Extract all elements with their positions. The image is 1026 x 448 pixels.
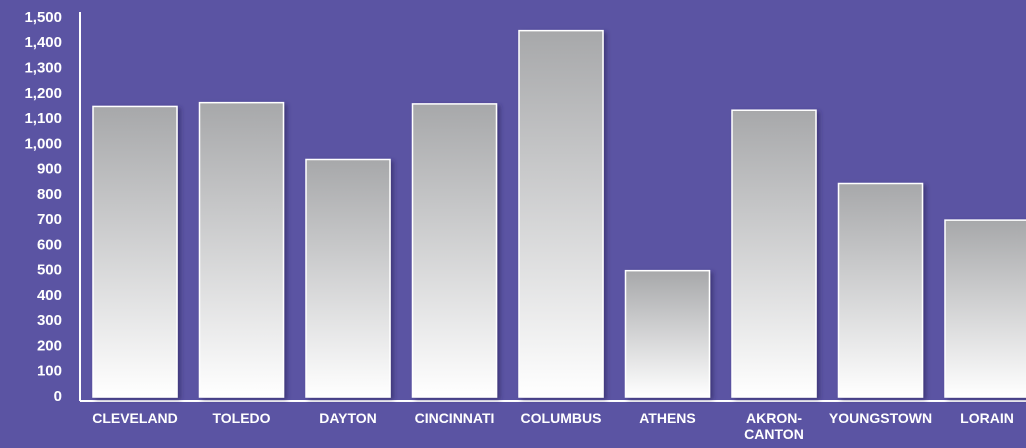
x-tick-label: CINCINNATI: [414, 410, 495, 426]
y-tick-label: 500: [37, 262, 62, 279]
y-tick-label: 900: [37, 161, 62, 178]
bar: [518, 29, 604, 398]
x-tick-label: YOUNGSTOWN: [828, 410, 933, 426]
bar: [944, 219, 1026, 398]
x-tick-label: DAYTON: [319, 410, 377, 426]
bar: [624, 269, 711, 398]
y-tick-label: 1,200: [24, 85, 62, 102]
y-tick-label: 1,100: [24, 110, 62, 127]
y-tick-label: 400: [37, 287, 62, 304]
y-tick-label: 1,400: [24, 34, 62, 51]
x-tick-label: ATHENS: [639, 410, 696, 426]
x-tick-label: LORAIN: [960, 410, 1014, 426]
y-tick-label: 300: [37, 312, 62, 329]
y-tick-label: 200: [37, 337, 62, 354]
y-tick-label: 1,300: [24, 60, 62, 77]
bar: [837, 182, 924, 398]
y-tick-label: 600: [37, 236, 62, 253]
y-tick-label: 1,500: [24, 9, 62, 26]
x-tick-label: COLUMBUS: [520, 410, 602, 426]
y-tick-label: 700: [37, 211, 62, 228]
y-tick-label: 0: [54, 388, 62, 405]
bar: [92, 105, 178, 398]
bar: [198, 101, 285, 398]
bar: [731, 109, 817, 398]
x-tick-label: CLEVELAND: [92, 410, 178, 426]
bar: [305, 158, 391, 398]
x-tick-label: TOLEDO: [212, 410, 271, 426]
bar: [411, 103, 498, 398]
x-tick-label: AKRON- CANTON: [744, 410, 804, 442]
y-tick-label: 100: [37, 363, 62, 380]
y-tick-label: 1,000: [24, 135, 62, 152]
y-tick-label: 800: [37, 186, 62, 203]
